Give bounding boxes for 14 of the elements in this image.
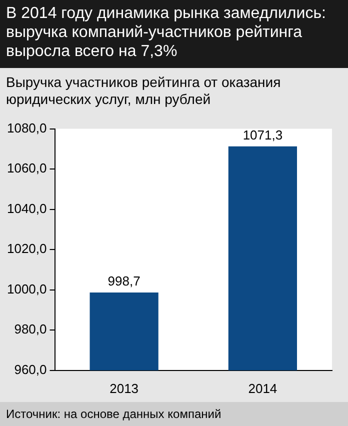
chart-title: В 2014 году динамика рынка замедлились: выручка компаний-участников рейтинга выросла всего на 7,3% xyxy=(0,0,348,68)
chart-subtitle: Выручка участников рейтинга от оказания юридических услуг, млн рублей xyxy=(5,73,282,109)
y-tick-label: 1060,0 xyxy=(6,160,47,176)
data-label: 998,7 xyxy=(108,274,140,289)
y-tick-label: 1000,0 xyxy=(6,281,47,296)
y-tick-label: 1040,0 xyxy=(6,200,47,216)
y-tick-label: 1080,0 xyxy=(6,120,47,136)
y-tick-label: 1020,0 xyxy=(6,241,47,256)
x-tick-label: 2014 xyxy=(248,380,278,396)
y-tick-label: 960,0 xyxy=(14,362,47,377)
text: Источник: на основе данных компаний xyxy=(6,407,222,421)
y-tick-label: 980,0 xyxy=(14,322,47,337)
x-tick-label: 2013 xyxy=(110,380,139,396)
data-label: 1071,3 xyxy=(242,127,283,142)
